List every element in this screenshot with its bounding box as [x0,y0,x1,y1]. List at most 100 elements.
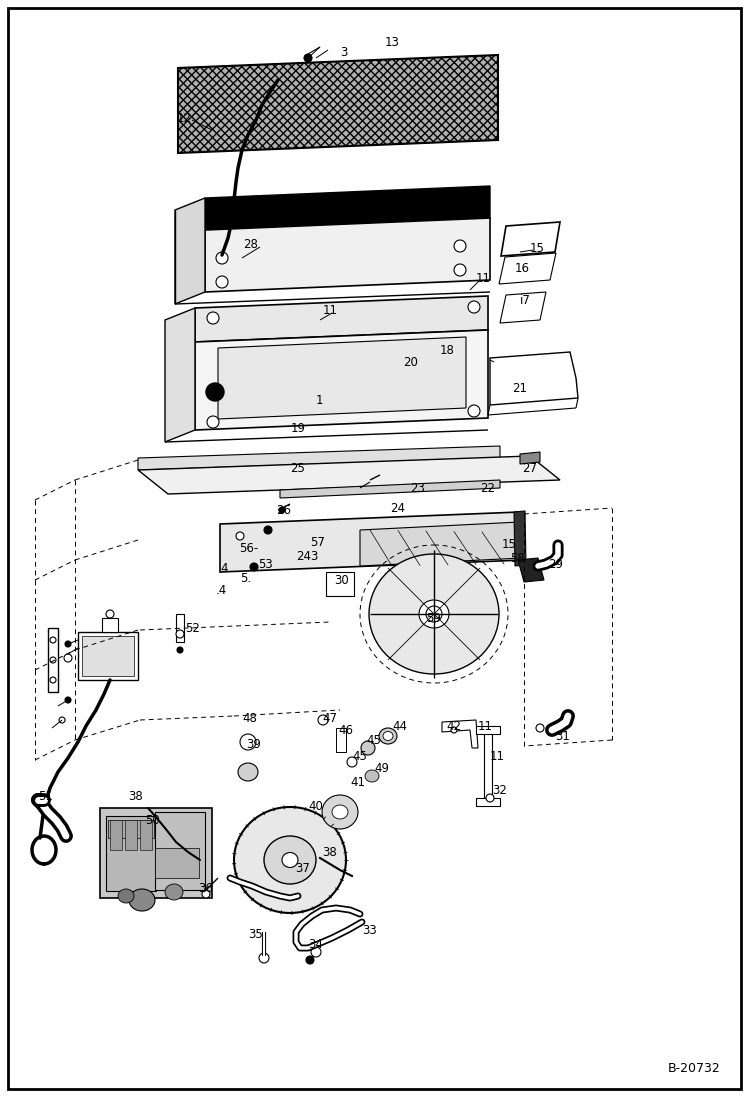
Ellipse shape [383,732,393,740]
Bar [106,816,156,891]
Polygon shape [360,522,522,566]
Circle shape [451,727,457,733]
Polygon shape [165,308,195,442]
Text: 36: 36 [198,882,213,894]
Text: 2: 2 [210,382,218,395]
Polygon shape [195,296,488,342]
Text: 52: 52 [185,622,200,634]
Text: 38: 38 [128,790,143,803]
Circle shape [454,264,466,276]
Polygon shape [205,186,490,230]
Polygon shape [178,55,498,152]
Text: 243: 243 [296,550,318,563]
Circle shape [216,252,228,264]
Circle shape [347,757,357,767]
Bar [78,632,138,680]
Text: 41: 41 [351,776,366,789]
Polygon shape [175,197,205,304]
Text: 23: 23 [410,482,425,495]
Ellipse shape [282,852,298,868]
Text: 24: 24 [390,501,405,514]
Polygon shape [499,253,556,284]
Text: 3: 3 [340,45,348,58]
Bar [140,819,152,850]
Polygon shape [280,480,500,498]
Text: 29: 29 [548,557,563,570]
Text: 35: 35 [249,927,264,940]
Circle shape [454,240,466,252]
Text: 11: 11 [476,271,491,284]
Bar [176,614,184,642]
Bar [476,798,500,806]
Text: 11: 11 [490,749,505,762]
Text: 20: 20 [403,355,418,369]
Polygon shape [490,352,578,405]
Bar [336,728,346,753]
Text: 44: 44 [392,720,407,733]
Circle shape [65,697,71,703]
Bar [82,636,134,676]
Circle shape [426,606,442,622]
Bar [125,819,137,850]
Bar [155,848,199,878]
Circle shape [264,525,272,534]
Text: 56-: 56- [239,542,258,554]
Circle shape [50,677,56,683]
Text: .4: .4 [216,584,227,597]
Bar [484,730,492,802]
Text: 25: 25 [291,462,306,475]
Bar [110,819,122,850]
Circle shape [468,301,480,313]
Circle shape [50,657,56,663]
Text: 27: 27 [522,462,537,475]
Ellipse shape [264,836,316,884]
Text: 34: 34 [309,938,324,950]
Circle shape [65,641,71,647]
Text: 46: 46 [338,724,353,736]
Polygon shape [205,218,490,292]
Bar [326,572,354,596]
Ellipse shape [238,764,258,781]
Text: 5.: 5. [240,572,251,585]
Bar [48,627,58,692]
Text: 26: 26 [276,504,291,517]
Text: 18: 18 [440,343,455,357]
Text: 13: 13 [384,35,399,48]
Text: 51: 51 [38,790,53,803]
Text: 15: 15 [502,538,517,551]
Text: 1: 1 [316,394,324,407]
Ellipse shape [322,795,358,829]
Circle shape [486,794,494,802]
Text: 14: 14 [438,204,453,216]
Polygon shape [501,222,560,256]
Text: 28: 28 [243,238,258,251]
Text: 15: 15 [530,241,545,255]
Text: 47: 47 [322,712,337,724]
Text: 39: 39 [246,737,261,750]
Polygon shape [520,452,540,464]
Circle shape [306,955,314,964]
Text: 19: 19 [291,421,306,434]
Circle shape [536,724,544,732]
Circle shape [311,947,321,957]
Bar [476,726,500,734]
Bar [155,812,205,890]
Bar [108,819,154,838]
Bar [102,618,118,632]
Polygon shape [500,292,546,323]
Text: 48: 48 [242,712,257,724]
Polygon shape [195,330,488,430]
Text: 45: 45 [352,749,367,762]
Text: 53: 53 [258,557,273,570]
Polygon shape [220,512,524,572]
Circle shape [216,276,228,289]
Circle shape [318,715,328,725]
Bar [100,808,212,898]
Circle shape [206,383,224,402]
Text: 12: 12 [177,112,192,124]
Text: B-20732: B-20732 [667,1062,721,1074]
Ellipse shape [369,554,499,674]
Text: 45: 45 [366,734,381,746]
Circle shape [202,890,210,898]
Ellipse shape [379,728,397,744]
